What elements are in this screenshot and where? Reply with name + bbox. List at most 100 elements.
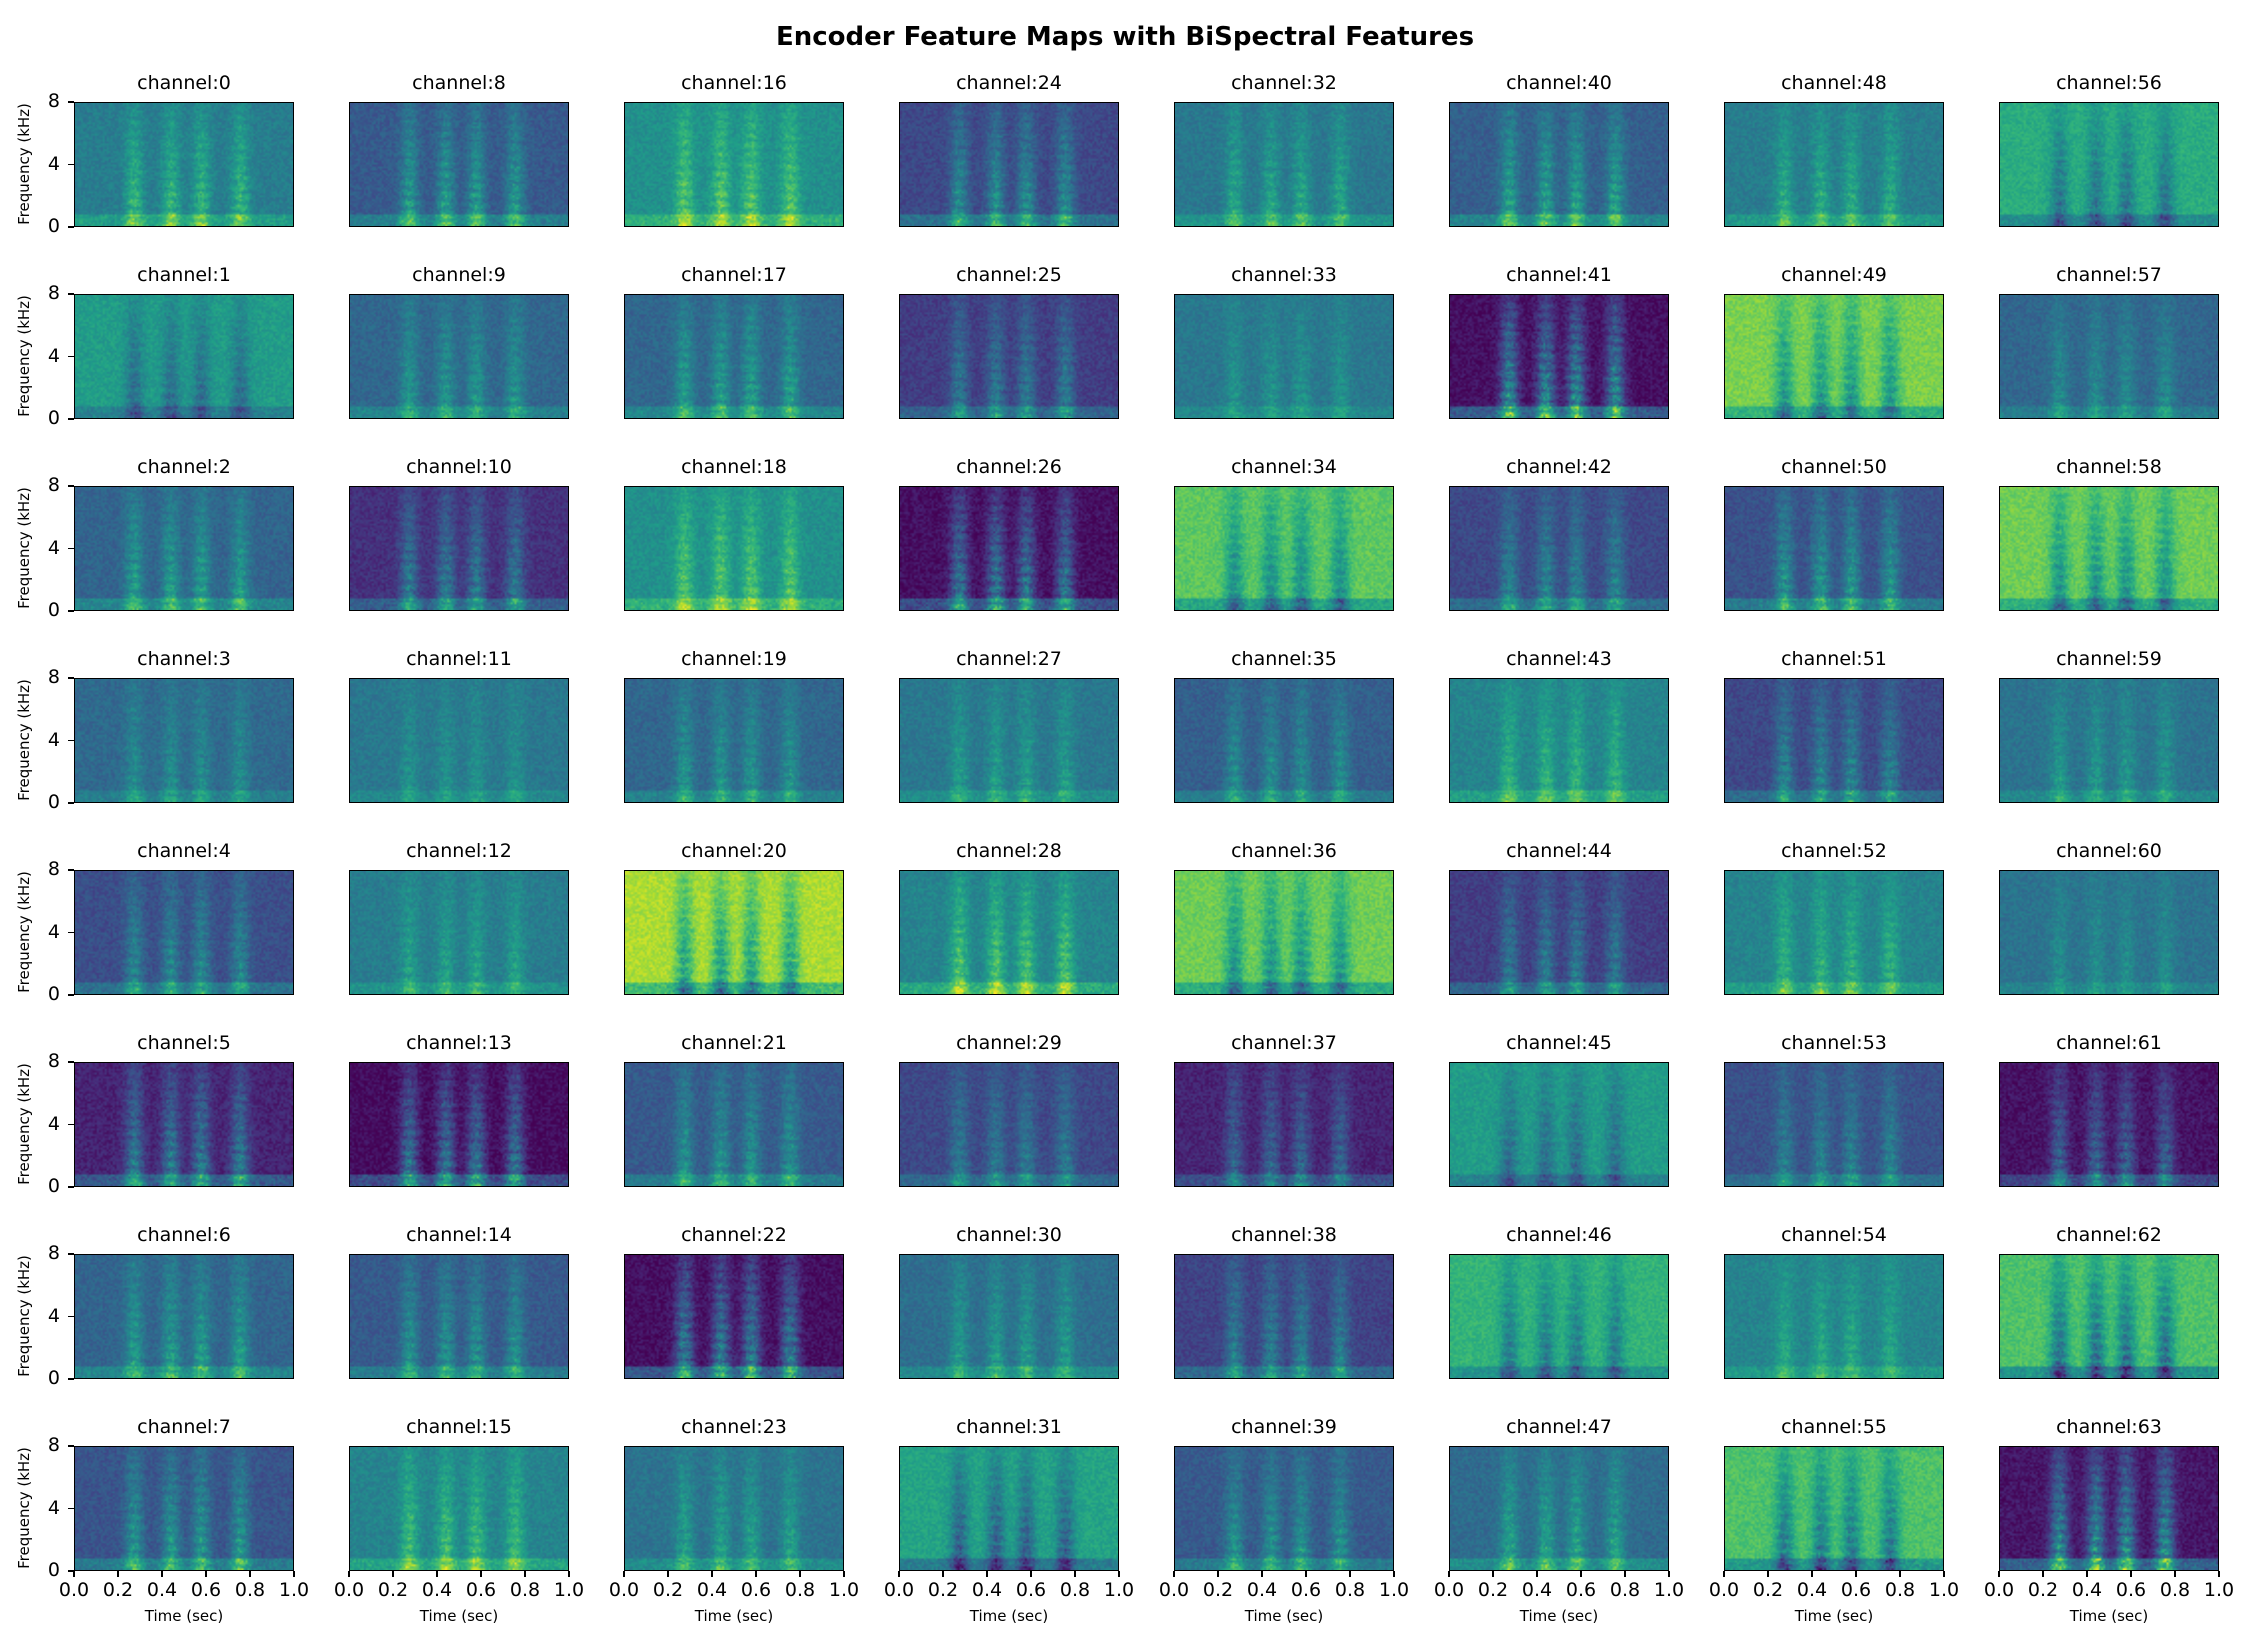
x-tick-label: 0.0 [1983,1579,2015,1601]
y-tick-label: 4 [47,536,60,559]
heatmap-panel [1174,1446,1394,1571]
heatmap-image [900,487,1118,610]
heatmap-image [350,103,568,226]
heatmap-image [1175,103,1393,226]
x-tick-mark [1393,1571,1395,1577]
x-tick-label: 0.2 [377,1579,409,1601]
heatmap-image [625,871,843,994]
subplot-title: channel:28 [956,840,1062,862]
y-tick-mark [68,1507,74,1510]
subplot-title: channel:46 [1506,1224,1612,1246]
heatmap-panel [624,870,844,995]
y-tick-label: 8 [47,282,60,304]
subplot-title: channel:35 [1231,648,1337,670]
heatmap-panel [624,678,844,803]
heatmap-panel [1724,1254,1944,1379]
heatmap-panel [74,102,294,227]
heatmap-image [1725,1063,1943,1186]
heatmap-panel [1174,870,1394,995]
y-tick-mark [68,931,74,934]
x-tick-mark [205,1571,207,1577]
y-tick-label: 4 [47,152,60,175]
heatmap-panel [899,486,1119,611]
heatmap-image [1175,487,1393,610]
heatmap-image [1725,1447,1943,1570]
x-axis-label: Time (sec) [1794,1607,1874,1625]
x-tick-mark [1448,1571,1450,1577]
heatmap-panel [1999,102,2219,227]
x-tick-label: 0.0 [333,1579,365,1601]
subplot-title: channel:31 [956,1416,1062,1438]
subplot-title: channel:18 [681,456,787,478]
y-tick-mark [68,994,74,996]
heatmap-panel [1724,678,1944,803]
subplot-title: channel:34 [1231,456,1337,478]
y-tick-label: 8 [47,474,60,496]
subplot-title: channel:13 [406,1032,512,1054]
heatmap-panel [624,486,844,611]
subplot-title: channel:52 [1781,840,1887,862]
x-tick-mark [73,1571,75,1577]
heatmap-panel [1999,294,2219,419]
x-tick-mark [161,1571,163,1577]
subplot-title: channel:38 [1231,1224,1337,1246]
heatmap-panel [1449,1062,1669,1187]
y-tick-label: 0 [47,1175,60,1197]
x-tick-label: 0.0 [1433,1579,1465,1601]
heatmap-panel [349,294,569,419]
x-tick-label: 0.4 [696,1579,728,1601]
x-tick-mark [117,1571,119,1577]
subplot-title: channel:14 [406,1224,512,1246]
subplot-title: channel:17 [681,264,787,286]
y-axis-label: Frequency (kHz) [15,486,33,609]
subplot-title: channel:16 [681,72,787,94]
heatmap-image [900,1255,1118,1378]
heatmap-image [1725,1255,1943,1378]
x-tick-label: 1.0 [278,1579,310,1601]
y-axis-label: Frequency (kHz) [15,1062,33,1185]
heatmap-panel [1999,1062,2219,1187]
subplot-title: channel:49 [1781,264,1887,286]
y-tick-label: 0 [47,791,60,813]
subplot-title: channel:10 [406,456,512,478]
heatmap-image [625,1063,843,1186]
heatmap-panel [1999,1254,2219,1379]
x-tick-mark [898,1571,900,1577]
y-tick-label: 0 [47,1559,60,1581]
heatmap-panel [624,1062,844,1187]
subplot-title: channel:5 [137,1032,231,1054]
x-tick-label: 0.8 [1334,1579,1366,1601]
subplot-title: channel:8 [412,72,506,94]
heatmap-image [1175,871,1393,994]
heatmap-image [75,295,293,418]
subplot-title: channel:44 [1506,840,1612,862]
heatmap-image [625,1255,843,1378]
heatmap-image [900,1063,1118,1186]
y-tick-label: 8 [47,858,60,880]
x-tick-mark [942,1571,944,1577]
y-tick-mark [68,293,74,295]
x-tick-label: 0.8 [234,1579,266,1601]
heatmap-image [1450,295,1668,418]
heatmap-image [2000,1063,2218,1186]
x-tick-label: 0.4 [146,1579,178,1601]
y-tick-label: 4 [47,1496,60,1519]
y-tick-label: 0 [47,215,60,237]
subplot-title: channel:50 [1781,456,1887,478]
x-tick-mark [1492,1571,1494,1577]
subplot-title: channel:41 [1506,264,1612,286]
heatmap-image [1175,1255,1393,1378]
heatmap-panel [1449,102,1669,227]
y-axis-label: Frequency (kHz) [15,1446,33,1569]
heatmap-panel [74,870,294,995]
heatmap-panel [1999,486,2219,611]
x-tick-mark [711,1571,713,1577]
heatmap-image [75,103,293,226]
x-tick-label: 0.6 [1015,1579,1047,1601]
x-tick-label: 0.2 [1752,1579,1784,1601]
x-tick-label: 0.2 [1202,1579,1234,1601]
heatmap-image [2000,295,2218,418]
heatmap-image [2000,871,2218,994]
heatmap-image [1175,295,1393,418]
y-tick-mark [68,1253,74,1255]
